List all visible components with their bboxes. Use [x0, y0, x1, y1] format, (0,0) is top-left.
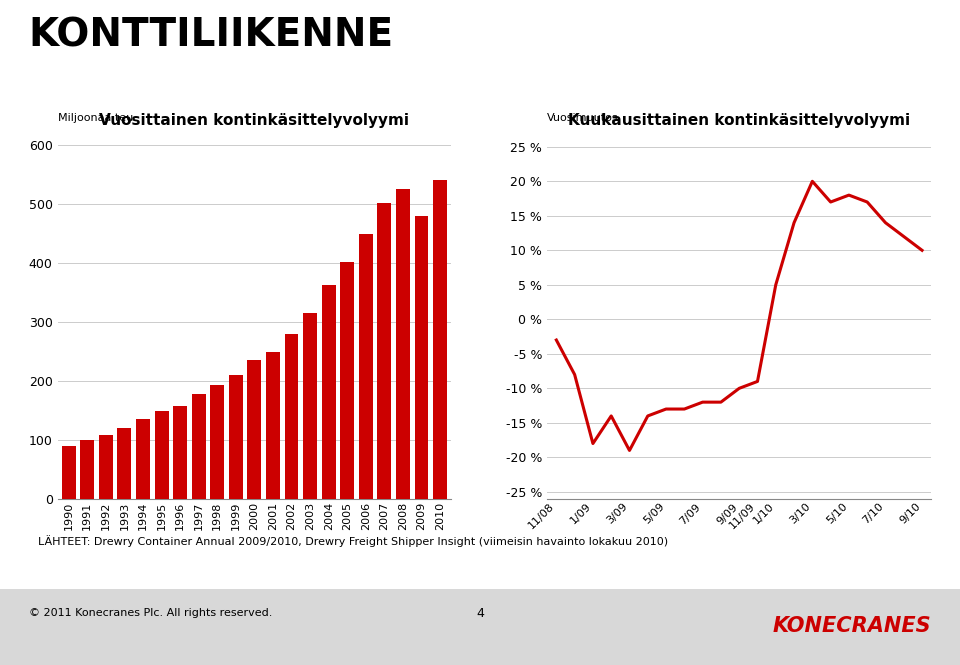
Text: 4: 4: [476, 606, 484, 620]
Text: KONTTILIIKENNE: KONTTILIIKENNE: [29, 17, 394, 55]
Bar: [415, 215, 428, 499]
Bar: [377, 203, 392, 499]
Text: Miljoonaa teu: Miljoonaa teu: [58, 113, 132, 123]
Bar: [396, 189, 410, 499]
Bar: [228, 375, 243, 499]
Bar: [61, 446, 76, 499]
Bar: [192, 394, 205, 499]
Bar: [322, 285, 336, 499]
Text: Vuosimuutos: Vuosimuutos: [547, 113, 619, 123]
Bar: [136, 419, 150, 499]
Title: Kuukausittainen kontinkäsittelyvolyymi: Kuukausittainen kontinkäsittelyvolyymi: [568, 112, 910, 128]
Bar: [210, 385, 225, 499]
Text: KONECRANES: KONECRANES: [773, 616, 931, 636]
Bar: [155, 412, 169, 499]
Bar: [99, 435, 113, 499]
Bar: [81, 440, 94, 499]
Text: © 2011 Konecranes Plc. All rights reserved.: © 2011 Konecranes Plc. All rights reserv…: [29, 608, 273, 618]
Bar: [340, 261, 354, 499]
Text: LÄHTEET: Drewry Container Annual 2009/2010, Drewry Freight Shipper Insight (viim: LÄHTEET: Drewry Container Annual 2009/20…: [38, 535, 668, 547]
Bar: [359, 235, 372, 499]
Title: Vuosittainen kontinkäsittelyvolyymi: Vuosittainen kontinkäsittelyvolyymi: [100, 112, 409, 128]
Bar: [266, 352, 280, 499]
Bar: [248, 360, 261, 499]
Bar: [173, 406, 187, 499]
Bar: [433, 180, 447, 499]
Bar: [117, 428, 132, 499]
Bar: [303, 313, 317, 499]
Bar: [284, 334, 299, 499]
